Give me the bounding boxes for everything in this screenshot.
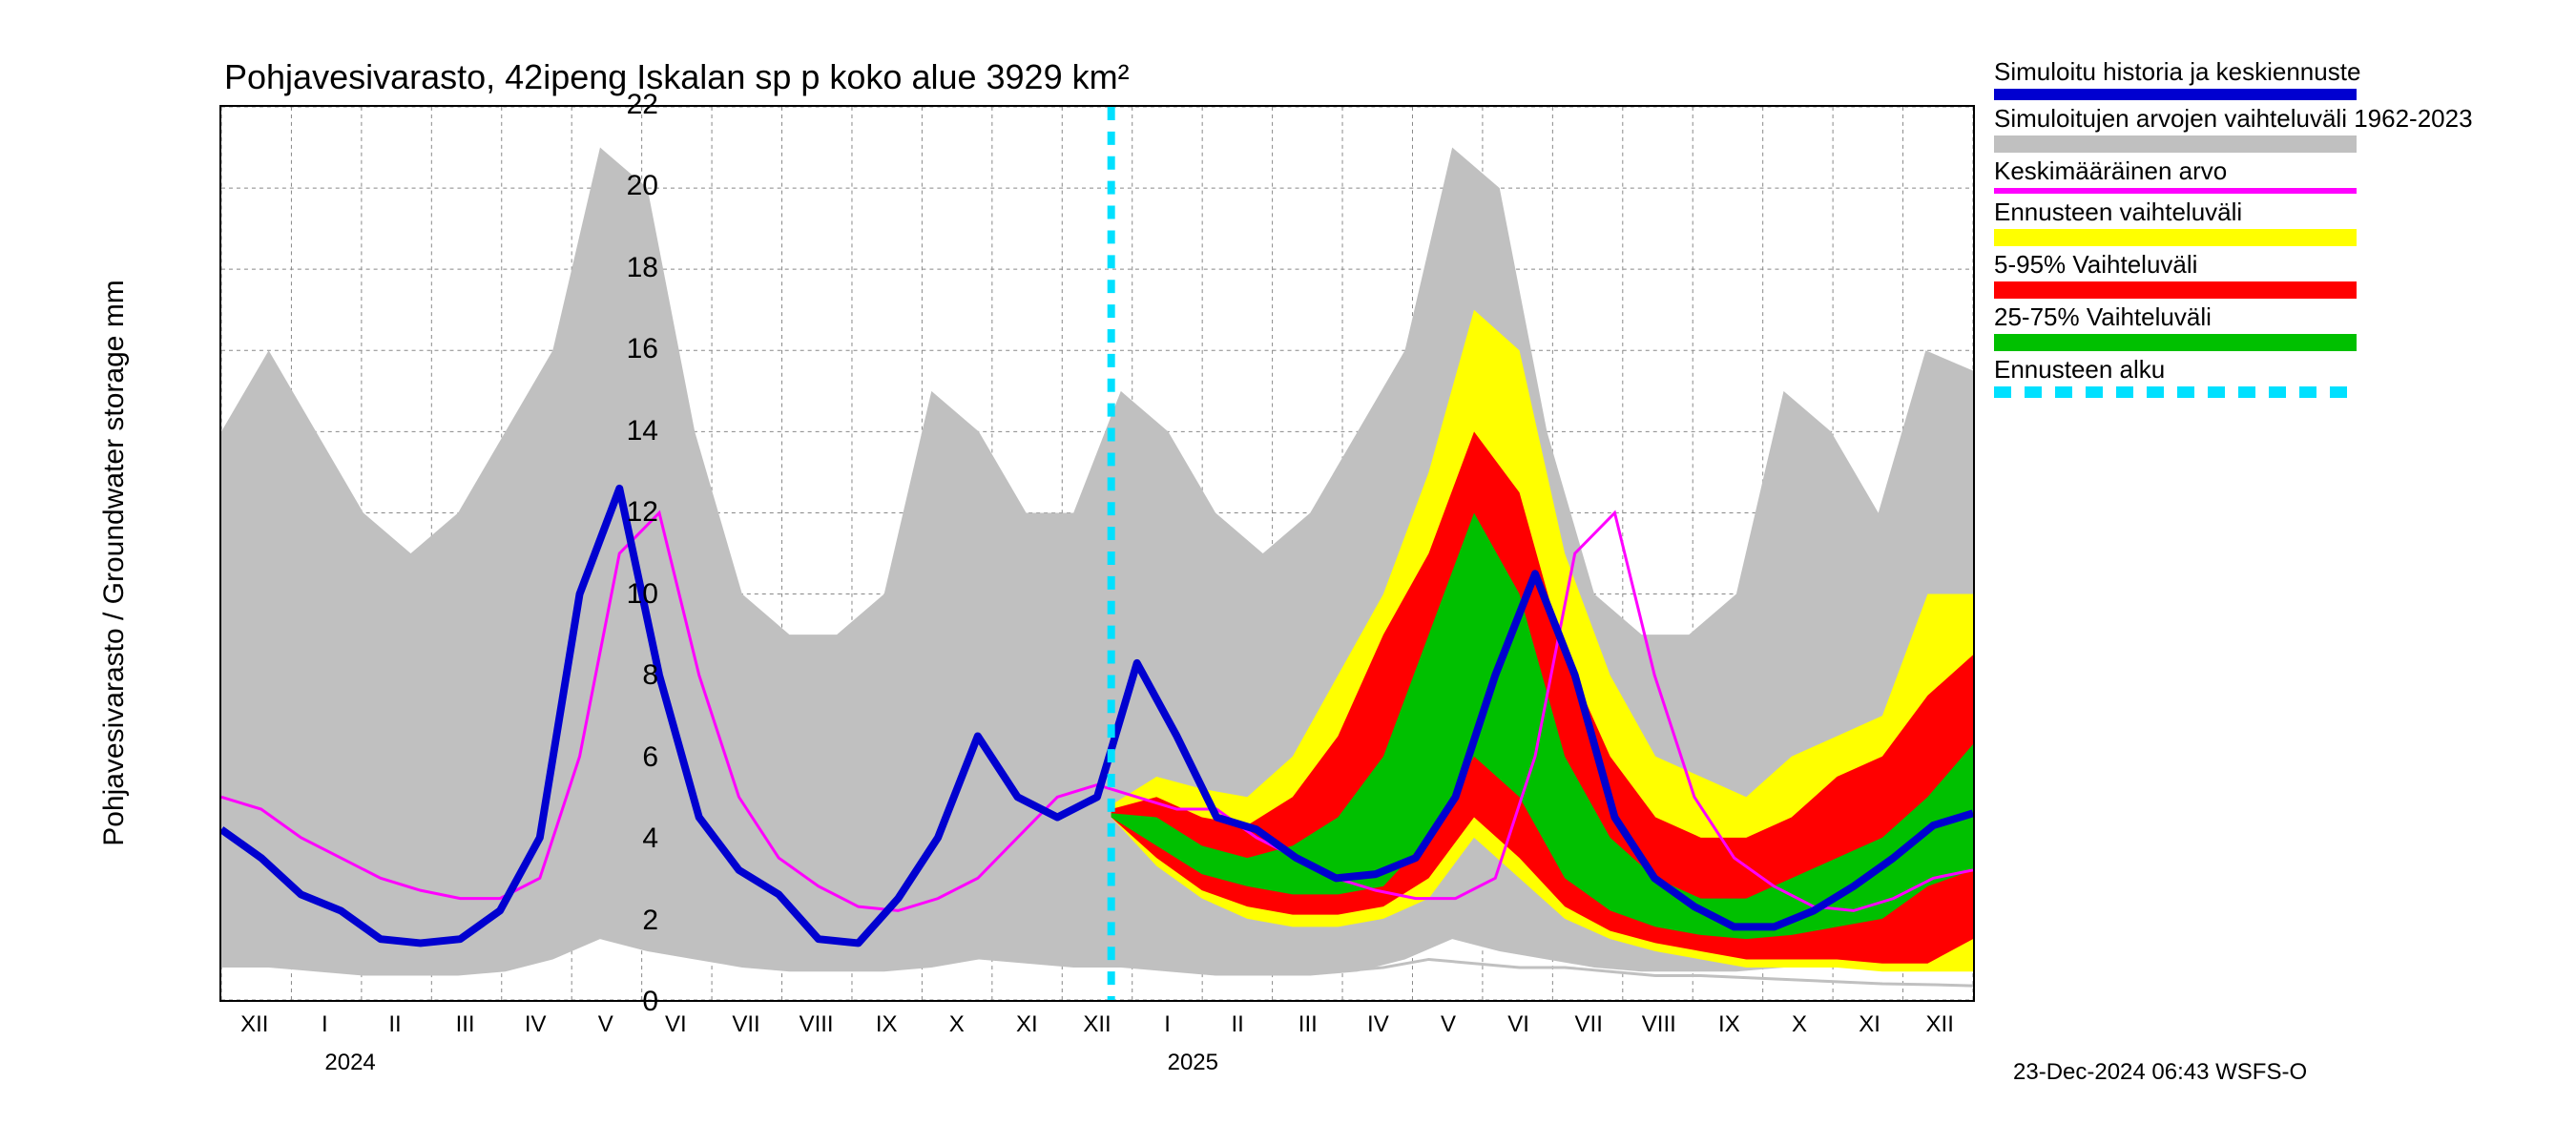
x-tick-month: VI bbox=[665, 1011, 687, 1038]
y-tick: 16 bbox=[627, 333, 658, 365]
footer-timestamp: 23-Dec-2024 06:43 WSFS-O bbox=[2013, 1059, 2307, 1086]
y-tick: 18 bbox=[627, 252, 658, 284]
legend-label: Ennusteen vaihteluväli bbox=[1994, 198, 2528, 227]
x-tick-month: IX bbox=[1718, 1011, 1740, 1038]
legend-label: Ennusteen alku bbox=[1994, 355, 2528, 385]
x-tick-month: VIII bbox=[800, 1011, 834, 1038]
y-tick: 10 bbox=[627, 578, 658, 611]
legend-swatch bbox=[1994, 89, 2357, 100]
legend-item: Simuloitujen arvojen vaihteluväli 1962-2… bbox=[1994, 104, 2528, 153]
legend-swatch bbox=[1994, 229, 2357, 246]
x-tick-month: I bbox=[1164, 1011, 1171, 1038]
x-tick-month: IV bbox=[525, 1011, 547, 1038]
legend-swatch bbox=[1994, 135, 2357, 153]
y-axis-label: Pohjavesivarasto / Groundwater storage m… bbox=[98, 280, 131, 846]
legend-label: Keskimääräinen arvo bbox=[1994, 156, 2528, 186]
plot-area bbox=[219, 105, 1975, 1002]
legend-item: Ennusteen alku bbox=[1994, 355, 2528, 398]
x-tick-month: III bbox=[456, 1011, 475, 1038]
year-label: 2024 bbox=[324, 1050, 375, 1076]
x-tick-month: XI bbox=[1016, 1011, 1038, 1038]
x-tick-month: VIII bbox=[1642, 1011, 1676, 1038]
chart-container: Pohjavesivarasto / Groundwater storage m… bbox=[95, 29, 2547, 1097]
x-tick-month: IV bbox=[1367, 1011, 1389, 1038]
x-tick-month: XI bbox=[1859, 1011, 1880, 1038]
legend-swatch bbox=[1994, 386, 2357, 398]
y-tick: 2 bbox=[642, 905, 658, 937]
x-tick-month: II bbox=[1232, 1011, 1244, 1038]
x-tick-month: X bbox=[949, 1011, 965, 1038]
legend-item: Ennusteen vaihteluväli bbox=[1994, 198, 2528, 246]
legend-swatch bbox=[1994, 188, 2357, 194]
legend-label: 5-95% Vaihteluväli bbox=[1994, 250, 2528, 280]
y-tick: 8 bbox=[642, 659, 658, 692]
y-tick: 4 bbox=[642, 822, 658, 855]
legend-item: 25-75% Vaihteluväli bbox=[1994, 302, 2528, 351]
x-tick-month: I bbox=[322, 1011, 328, 1038]
y-tick: 12 bbox=[627, 496, 658, 529]
plot-svg bbox=[221, 107, 1973, 1000]
x-tick-month: VI bbox=[1507, 1011, 1529, 1038]
x-tick-month: IX bbox=[876, 1011, 898, 1038]
year-label: 2025 bbox=[1168, 1050, 1218, 1076]
x-tick-month: XII bbox=[1926, 1011, 1954, 1038]
legend-item: Simuloitu historia ja keskiennuste bbox=[1994, 57, 2528, 100]
y-tick: 22 bbox=[627, 89, 658, 121]
y-tick: 0 bbox=[642, 986, 658, 1018]
chart-title: Pohjavesivarasto, 42ipeng Iskalan sp p k… bbox=[224, 57, 1130, 97]
legend-label: Simuloitu historia ja keskiennuste bbox=[1994, 57, 2528, 87]
y-tick: 6 bbox=[642, 741, 658, 774]
x-tick-month: XII bbox=[1083, 1011, 1111, 1038]
legend-swatch bbox=[1994, 334, 2357, 351]
x-tick-month: V bbox=[1441, 1011, 1456, 1038]
y-tick: 20 bbox=[627, 170, 658, 202]
x-tick-month: II bbox=[388, 1011, 401, 1038]
legend-label: Simuloitujen arvojen vaihteluväli 1962-2… bbox=[1994, 104, 2528, 134]
y-tick: 14 bbox=[627, 415, 658, 448]
legend-swatch bbox=[1994, 281, 2357, 299]
x-tick-month: XII bbox=[240, 1011, 268, 1038]
legend: Simuloitu historia ja keskiennuste Simulo… bbox=[1994, 57, 2528, 402]
x-tick-month: V bbox=[598, 1011, 613, 1038]
legend-item: 5-95% Vaihteluväli bbox=[1994, 250, 2528, 299]
x-tick-month: III bbox=[1298, 1011, 1318, 1038]
legend-label: 25-75% Vaihteluväli bbox=[1994, 302, 2528, 332]
x-tick-month: VII bbox=[732, 1011, 759, 1038]
legend-item: Keskimääräinen arvo bbox=[1994, 156, 2528, 194]
x-tick-month: VII bbox=[1575, 1011, 1603, 1038]
x-tick-month: X bbox=[1792, 1011, 1807, 1038]
